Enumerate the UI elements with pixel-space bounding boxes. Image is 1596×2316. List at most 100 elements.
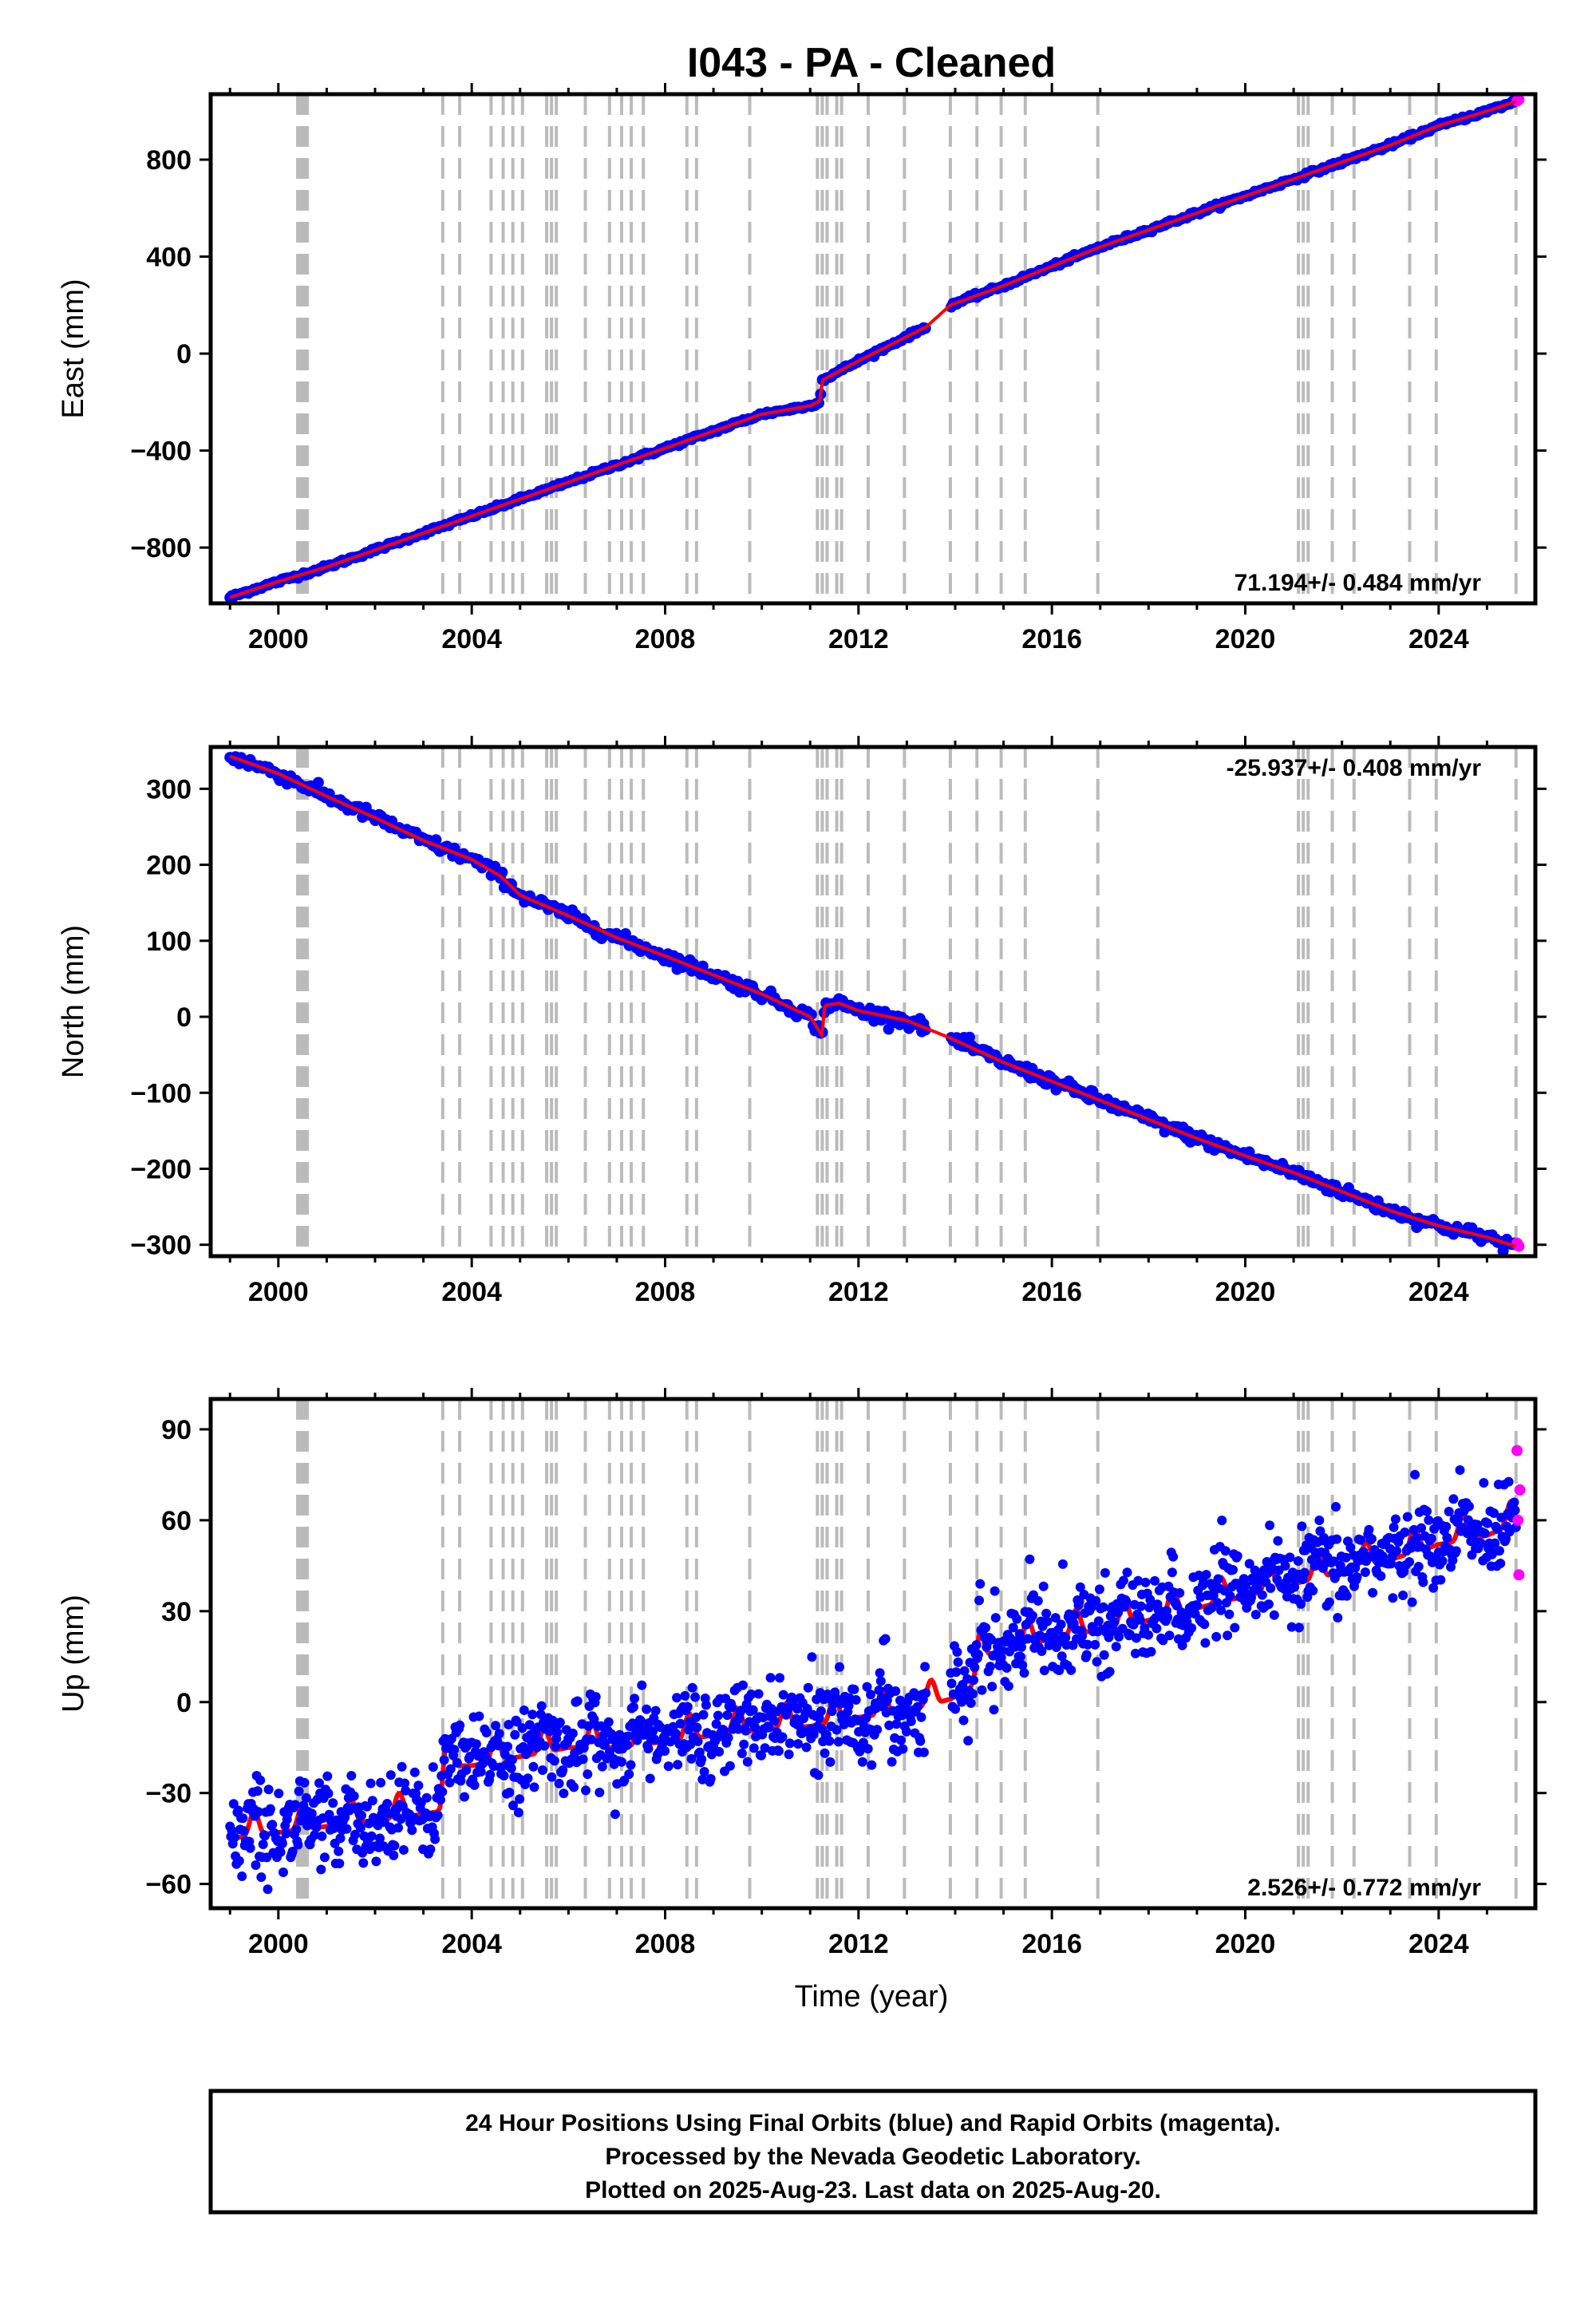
up-final-point [1228, 1565, 1238, 1575]
up-final-point [723, 1733, 733, 1743]
up-final-point [503, 1741, 513, 1752]
up-final-point [1223, 1630, 1233, 1641]
up-final-point [637, 1680, 647, 1690]
up-final-point [874, 1685, 884, 1695]
up-final-point [1194, 1571, 1204, 1580]
up-final-point [1332, 1534, 1342, 1544]
up-final-point [1364, 1524, 1374, 1535]
up-final-point [808, 1729, 819, 1739]
up-final-point [251, 1860, 261, 1870]
up-final-point [1442, 1532, 1452, 1543]
up-final-point [508, 1800, 518, 1811]
up-final-point [1100, 1567, 1110, 1578]
up-final-point [1263, 1599, 1274, 1610]
up-final-point [1099, 1650, 1109, 1660]
up-final-point [238, 1813, 248, 1824]
up-rate-label: 2.526+/- 0.772 mm/yr [1247, 1875, 1481, 1901]
up-final-point [1140, 1622, 1150, 1633]
up-final-point [1027, 1611, 1037, 1621]
up-final-point [985, 1662, 995, 1672]
up-final-point [697, 1754, 707, 1765]
up-final-point [1424, 1515, 1434, 1525]
up-final-point [849, 1684, 859, 1694]
up-final-point [1296, 1599, 1306, 1609]
up-final-point [675, 1718, 685, 1729]
north-xtick-label-4: 2016 [1021, 1277, 1082, 1307]
up-final-point [1199, 1577, 1209, 1587]
up-final-point [265, 1804, 275, 1814]
up-final-point [968, 1689, 978, 1699]
up-final-point [385, 1770, 396, 1780]
up-ytick-label-4: 60 [161, 1506, 192, 1536]
up-final-point [891, 1686, 901, 1696]
up-final-point [1503, 1476, 1514, 1487]
up-final-point [1168, 1551, 1179, 1562]
up-final-point [1093, 1616, 1104, 1626]
up-final-point [1213, 1574, 1223, 1584]
up-final-point [757, 1750, 766, 1761]
up-final-point [401, 1785, 411, 1796]
up-final-point [537, 1765, 547, 1775]
up-final-point [476, 1767, 486, 1777]
up-final-point [887, 1757, 897, 1767]
up-final-point [504, 1788, 515, 1797]
up-ytick-label-2: 0 [176, 1688, 192, 1718]
up-final-point [1094, 1584, 1104, 1595]
up-final-point [437, 1787, 448, 1797]
up-final-point [1437, 1556, 1448, 1566]
north-final-point [430, 834, 442, 846]
up-final-point [916, 1712, 926, 1722]
up-final-point [610, 1809, 620, 1820]
up-final-point [648, 1726, 658, 1737]
up-final-point [1023, 1634, 1033, 1644]
up-final-point [1017, 1642, 1026, 1652]
north-y-axis-label: North (mm) [57, 925, 90, 1078]
up-final-point [1057, 1559, 1068, 1569]
up-final-point [258, 1840, 268, 1849]
up-final-point [260, 1831, 270, 1841]
up-final-point [959, 1666, 970, 1676]
up-final-point [294, 1786, 304, 1796]
east-xtick-label-4: 2016 [1021, 624, 1082, 654]
up-final-point [843, 1701, 854, 1711]
up-final-point [1039, 1666, 1049, 1676]
up-final-point [1220, 1546, 1231, 1556]
up-final-point [713, 1710, 723, 1721]
up-final-point [1038, 1581, 1049, 1591]
up-final-point [765, 1673, 776, 1683]
up-final-point [375, 1833, 385, 1844]
up-final-point [1416, 1523, 1427, 1533]
up-xtick-label-4: 2016 [1021, 1929, 1082, 1959]
up-final-point [1003, 1681, 1013, 1691]
up-final-point [1398, 1591, 1408, 1600]
up-final-point [1297, 1521, 1307, 1531]
up-final-point [1069, 1610, 1080, 1620]
up-final-point [773, 1746, 784, 1757]
up-final-point [760, 1743, 770, 1753]
up-final-point [680, 1690, 690, 1701]
up-ytick-label-3: 30 [161, 1597, 192, 1627]
up-final-point [986, 1634, 996, 1645]
up-final-point [1015, 1651, 1025, 1662]
east-xtick-label-5: 2020 [1215, 624, 1276, 654]
up-final-point [1265, 1520, 1275, 1531]
up-final-point [833, 1737, 843, 1747]
north-xtick-label-5: 2020 [1215, 1277, 1276, 1307]
up-final-point [672, 1693, 682, 1703]
up-final-point [1017, 1660, 1028, 1670]
up-final-point [1092, 1657, 1102, 1667]
up-final-point [1114, 1631, 1124, 1642]
up-final-point [1098, 1602, 1108, 1612]
up-final-point [559, 1788, 569, 1799]
up-final-point [946, 1678, 957, 1689]
east-xtick-label-0: 2000 [248, 624, 309, 654]
up-final-point [725, 1761, 735, 1771]
up-final-point [1456, 1522, 1467, 1532]
up-final-point [698, 1709, 709, 1720]
up-final-point [319, 1852, 330, 1863]
north-x-ticks: 2000 2004 2008 2012 2016 2020 2024 [228, 736, 1488, 1307]
up-x-ticks: 2000 2004 2008 2012 2016 2020 2024 [228, 1388, 1488, 1959]
up-final-point [827, 1706, 837, 1717]
